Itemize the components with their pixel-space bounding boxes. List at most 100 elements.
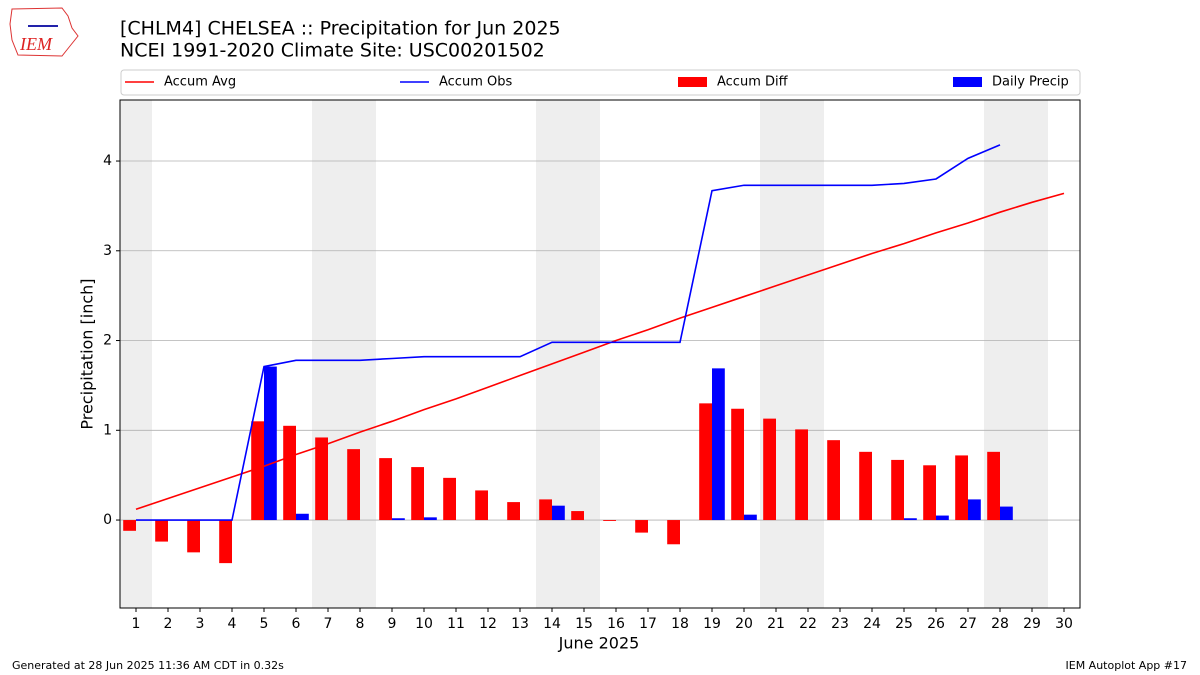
- bar: [507, 502, 520, 521]
- bar: [699, 403, 712, 521]
- weekend-shade: [344, 100, 376, 608]
- x-tick-label: 20: [735, 616, 753, 632]
- x-tick-label: 15: [575, 616, 593, 632]
- bar: [219, 520, 232, 564]
- plot-frame: [119, 99, 1081, 609]
- x-tick-label: 29: [1023, 616, 1041, 632]
- bar: [859, 451, 872, 521]
- x-tick-label: 14: [543, 616, 561, 632]
- x-tick-label: 28: [991, 616, 1009, 632]
- chart-title: [CHLM4] CHELSEA :: Precipitation for Jun…: [120, 18, 561, 40]
- bar: [1000, 506, 1013, 521]
- bar: [923, 465, 936, 521]
- bar: [936, 515, 949, 521]
- y-tick-label: 3: [103, 243, 112, 259]
- legend-box: [120, 69, 1081, 96]
- bar: [283, 425, 296, 521]
- y-tick-label: 2: [103, 333, 112, 349]
- x-tick-label: 21: [767, 616, 785, 632]
- bar: [443, 477, 456, 521]
- weekend-shade: [312, 100, 344, 608]
- weekend-shade: [568, 100, 600, 608]
- chart-subtitle: NCEI 1991-2020 Climate Site: USC00201502: [120, 40, 545, 62]
- line: [136, 144, 1001, 521]
- weekend-shade: [792, 100, 824, 608]
- bar: [315, 437, 328, 521]
- x-tick-label: 10: [415, 616, 433, 632]
- bar: [763, 418, 776, 521]
- y-tick-label: 0: [103, 512, 112, 528]
- x-tick-label: 22: [799, 616, 817, 632]
- logo-text: IEM: [19, 34, 53, 54]
- x-tick-label: 9: [388, 616, 397, 632]
- bar: [552, 505, 565, 521]
- weekend-shade: [984, 100, 1016, 608]
- logo-outline: [9, 7, 79, 57]
- bar: [904, 518, 917, 521]
- x-axis-label: June 2025: [558, 634, 640, 653]
- bar: [827, 440, 840, 521]
- weekend-shade: [536, 100, 568, 608]
- bar: [987, 451, 1000, 521]
- bar: [731, 408, 744, 521]
- x-tick-label: 23: [831, 616, 849, 632]
- bar: [635, 520, 648, 533]
- x-tick-label: 18: [671, 616, 689, 632]
- legend-label: Accum Diff: [717, 75, 789, 90]
- weekend-shade: [120, 100, 152, 608]
- line: [135, 192, 1065, 511]
- bar: [891, 459, 904, 521]
- bar: [411, 467, 424, 521]
- x-tick-label: 7: [324, 616, 333, 632]
- x-tick-label: 8: [356, 616, 365, 632]
- x-tick-label: 24: [863, 616, 881, 632]
- footer-right: IEM Autoplot App #17: [1066, 659, 1188, 672]
- legend-swatch: [678, 77, 707, 87]
- x-tick-label: 27: [959, 616, 977, 632]
- bar: [968, 499, 981, 521]
- bar: [187, 520, 200, 553]
- bar: [955, 455, 968, 521]
- x-tick-label: 4: [228, 616, 237, 632]
- x-tick-label: 30: [1055, 616, 1073, 632]
- x-tick-label: 6: [292, 616, 301, 632]
- x-tick-label: 3: [196, 616, 205, 632]
- bar: [667, 520, 680, 545]
- weekend-shade: [760, 100, 792, 608]
- weekend-shade: [1016, 100, 1048, 608]
- bar: [424, 517, 437, 521]
- x-tick-label: 19: [703, 616, 721, 632]
- x-tick-label: 1: [132, 616, 141, 632]
- bar: [123, 520, 136, 531]
- x-tick-label: 5: [260, 616, 269, 632]
- x-tick-label: 25: [895, 616, 913, 632]
- legend-label: Accum Avg: [164, 75, 236, 90]
- bar: [571, 511, 584, 521]
- legend-swatch: [953, 77, 982, 87]
- x-tick-label: 13: [511, 616, 529, 632]
- bar: [296, 513, 309, 521]
- bar: [347, 449, 360, 521]
- y-axis-label: Precipitation [inch]: [78, 278, 97, 429]
- bar: [795, 429, 808, 521]
- bar: [251, 421, 264, 521]
- bar: [264, 366, 277, 521]
- logo: IEM: [9, 7, 79, 57]
- x-tick-label: 2: [164, 616, 173, 632]
- x-tick-label: 11: [447, 616, 465, 632]
- x-tick-label: 17: [639, 616, 657, 632]
- bar: [392, 518, 405, 521]
- bar: [539, 499, 552, 521]
- x-tick-label: 26: [927, 616, 945, 632]
- bar: [712, 368, 725, 521]
- x-tick-label: 16: [607, 616, 625, 632]
- bar: [603, 520, 616, 521]
- y-tick-label: 1: [103, 422, 112, 438]
- bar: [379, 458, 392, 521]
- bar: [155, 520, 168, 542]
- footer-left: Generated at 28 Jun 2025 11:36 AM CDT in…: [12, 659, 284, 672]
- y-tick-label: 4: [103, 153, 112, 169]
- bar: [744, 514, 757, 521]
